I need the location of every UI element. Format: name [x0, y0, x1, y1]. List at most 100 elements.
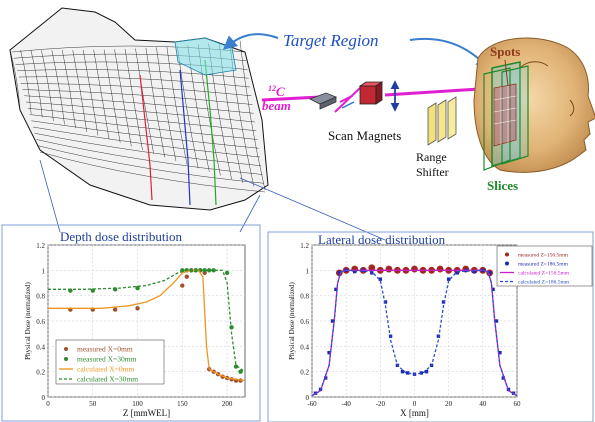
projection-line-2 — [239, 177, 386, 241]
series-1-point — [424, 369, 429, 374]
legend-label: measured X=0mm — [77, 345, 133, 354]
legend-label: calculated X=0mm — [77, 365, 135, 374]
series-1-point — [330, 319, 335, 323]
series-1-point — [337, 271, 342, 275]
series-3-line — [311, 269, 518, 397]
scan-magnets-icon — [309, 80, 400, 112]
series-1-point — [472, 269, 476, 274]
x-tick-label: 0 — [46, 400, 50, 408]
series-1-point — [441, 300, 446, 304]
y-axis-label: Physical Dose (normalized) — [288, 281, 296, 359]
series-0-point — [368, 264, 376, 272]
target-region-label: Target Region — [283, 31, 379, 50]
x-tick-label: -60 — [307, 400, 317, 408]
series-1-point — [501, 376, 506, 380]
legend-box — [55, 339, 165, 385]
series-1-point — [238, 369, 243, 374]
x-tick-label: 200 — [222, 400, 233, 408]
series-1-point — [419, 371, 424, 375]
legend-label: calculated X=30mm — [77, 375, 138, 384]
beam-line-deflect — [334, 87, 361, 113]
series-1-point — [370, 271, 374, 275]
series-1-point — [487, 271, 492, 275]
projection-line-3 — [239, 194, 261, 233]
series-1-point — [405, 371, 410, 375]
series-1-point — [383, 300, 388, 304]
series-0-point — [135, 306, 140, 311]
spots-pointer — [504, 59, 509, 87]
series-1-point — [455, 271, 459, 275]
x-tick-label: -20 — [376, 400, 386, 408]
dose-surface-3d — [9, 7, 269, 211]
range-shifter-icon — [427, 96, 457, 146]
series-0-point — [411, 265, 418, 273]
beam-word: beam — [262, 98, 291, 113]
depth-dose-chart: 0 0.2 0.4 0.6 0.8 1 1.2 0 50 100 150 200 Z [mmWEL] Ph… — [24, 242, 246, 418]
series-1-point — [327, 350, 331, 355]
series-1-point — [206, 268, 212, 273]
legend-label: measured Z=186.5mm — [518, 261, 569, 267]
series-1-point — [491, 287, 495, 292]
legend-label: measured X=30mm — [77, 355, 137, 364]
target-arrow-left — [222, 33, 279, 50]
legend-label: calculated Z=156.5mm — [518, 270, 570, 276]
y-axis-label: Physical Dose (normalized) — [24, 281, 32, 359]
y-tick-label: 0.6 — [300, 318, 309, 326]
x-axis-label: Z [mmWEL] — [123, 408, 170, 418]
x-axis-label: X [mm] — [400, 408, 429, 418]
series-3-line — [48, 269, 246, 373]
x-tick-label: 60 — [514, 400, 522, 408]
scan-magnets-label: Scan Magnets — [328, 128, 401, 143]
legend-label: measured Z=156.5mm — [518, 252, 569, 258]
y-tick-label: 0.4 — [36, 343, 45, 351]
beam-label: 12C — [268, 84, 285, 99]
series-1-point — [353, 269, 357, 274]
legend-marker — [64, 357, 68, 361]
y-tick-label: 0.6 — [36, 318, 45, 326]
series-0-point — [436, 265, 444, 273]
series-0-point — [112, 307, 118, 312]
series-1-point — [334, 287, 338, 292]
series-1-point — [378, 277, 383, 281]
series-1-point — [498, 350, 502, 355]
depth-chart-title: Depth dose distribution — [60, 229, 183, 244]
lateral-chart-title: Lateral dose distribution — [318, 232, 446, 247]
y-tick-label: 1.2 — [300, 242, 309, 250]
series-1-point — [211, 268, 216, 273]
x-tick-label: 20 — [445, 400, 453, 408]
y-tick-label: 0.8 — [36, 293, 45, 301]
legend-marker — [64, 347, 68, 351]
series-0-point — [180, 283, 185, 288]
x-tick-label: -40 — [341, 400, 351, 408]
legend-label: calculated Z=186.5mm — [518, 279, 570, 285]
projection-line-1 — [39, 159, 61, 233]
series-0-point — [385, 265, 393, 273]
slices-label: Slices — [487, 178, 518, 193]
y-tick-label: 1 — [306, 267, 310, 275]
y-tick-label: 0 — [42, 394, 46, 402]
spots-label: Spots — [490, 44, 520, 59]
target-slices-icon — [483, 61, 529, 171]
series-1-point — [446, 277, 451, 281]
series-1-point — [400, 369, 405, 374]
legend: measured Z=156.5mm measured Z=186.5mm calc… — [496, 245, 593, 287]
x-tick-label: 0 — [413, 400, 417, 408]
range-shifter-label-2: Shifter — [416, 165, 449, 179]
y-tick-label: 1.2 — [36, 242, 45, 250]
legend-marker — [505, 261, 509, 266]
x-tick-label: 50 — [89, 400, 97, 408]
y-tick-label: 0.4 — [300, 343, 309, 351]
y-tick-label: 0.2 — [300, 369, 309, 377]
lateral-dose-chart: 0 0.2 0.4 0.6 0.8 1 1.2 -60 -40 -20 0 20 40 60 X [mm] P… — [288, 242, 593, 418]
legend-marker — [505, 252, 509, 257]
range-shifter-label-1: Range — [416, 150, 447, 164]
y-tick-label: 0 — [306, 394, 310, 402]
x-tick-label: 150 — [177, 400, 188, 408]
x-tick-label: 100 — [132, 400, 143, 408]
lateral-chart-frame — [267, 231, 594, 422]
y-tick-label: 1 — [42, 267, 46, 275]
series-1-point — [224, 270, 230, 276]
